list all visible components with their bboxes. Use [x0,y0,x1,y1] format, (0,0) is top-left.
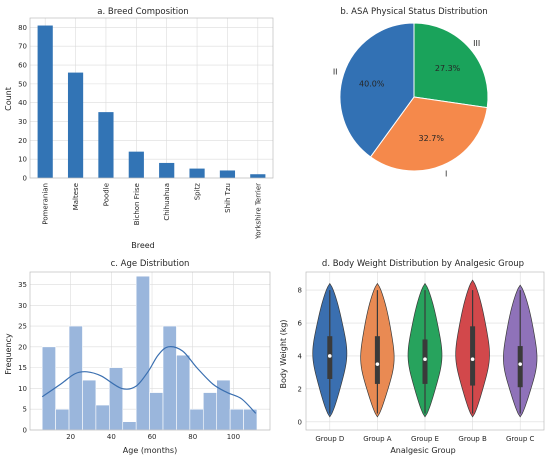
pie-slice [413,22,489,109]
histogram-bar [149,392,164,431]
x-axis-label: Age (months) [123,446,177,455]
histogram-bar [122,421,137,431]
y-tick-label: 15 [18,364,27,372]
histogram-bar [82,379,97,431]
y-tick-label: 10 [18,156,27,164]
histogram-bar [68,325,83,431]
x-axis-label: Analgesic Group [390,446,455,455]
bar [159,162,175,178]
x-tick-label: Shih Tzu [224,183,232,213]
y-tick-label: 2 [298,385,302,393]
histogram-bar [95,404,110,431]
y-tick-label: 40 [18,99,27,107]
y-tick-label: 0 [23,427,27,435]
x-tick-label: Pomeranian [42,183,50,225]
y-tick-label: 80 [18,24,27,32]
y-tick-label: 35 [18,281,27,289]
bar [67,72,84,178]
histogram-bar [55,408,70,431]
x-tick-label: Group E [411,435,439,443]
y-axis-label: Frequency [4,333,13,375]
iqr-box [374,336,380,384]
plot-frame [29,17,274,179]
iqr-box [470,326,476,386]
pie-slice [339,22,415,158]
y-tick-label: 30 [18,302,27,310]
x-tick-label: Group C [506,435,535,443]
median-dot [470,357,475,362]
x-tick-label: 20 [66,433,75,441]
slice-value-label: 32.7% [419,134,445,143]
y-tick-label: 25 [18,323,27,331]
histogram-bar [189,408,204,431]
x-tick-label: Group A [363,435,392,443]
chart-title: a. Breed Composition [97,7,188,17]
bar [37,25,53,178]
median-dot [518,362,522,366]
breed-composition-chart: a. Breed Composition Count Breed 0 10 20 30… [4,7,274,250]
pie-slice [369,96,488,172]
bar [128,151,144,178]
x-tick-label: 60 [148,433,157,441]
bar [219,170,236,178]
median-dot [423,357,427,362]
slice-label: II [333,67,338,76]
y-tick-label: 60 [18,62,27,70]
x-tick-label: Chihuahua [163,183,171,221]
x-tick-label: Spitz [194,183,202,201]
x-tick-label: 40 [107,433,116,441]
x-tick-label: Group D [315,435,344,443]
x-tick-label: Poodle [102,183,110,206]
histogram-bar [162,325,177,431]
body-weight-violin-chart: d. Body Weight Distribution by Analgesic… [279,259,545,455]
iqr-box [517,346,523,388]
y-tick-label: 0 [298,418,302,426]
slice-value-label: 27.3% [435,64,461,73]
histogram-bar [109,367,124,431]
slice-label: III [473,39,480,48]
y-tick-label: 10 [18,385,27,393]
median-dot [328,354,332,358]
y-tick-label: 20 [18,137,27,145]
x-tick-label: Bichon Frise [133,183,141,225]
y-tick-label: 70 [18,43,27,51]
plot-frame [305,271,545,431]
iqr-box [422,339,428,384]
y-tick-label: 0 [23,175,27,183]
y-tick-label: 30 [18,118,27,126]
median-dot [375,362,380,366]
chart-title: b. ASA Physical Status Distribution [340,7,487,17]
y-tick-label: 6 [298,320,303,328]
asa-status-pie-chart: b. ASA Physical Status Distribution 27.3… [333,7,489,178]
y-axis-label: Count [4,87,13,111]
bar [250,174,266,178]
histogram-bar [135,275,150,431]
histogram-bar [202,392,218,431]
y-tick-label: 5 [23,406,27,414]
y-tick-label: 4 [298,352,303,360]
x-axis-label: Breed [131,241,155,250]
x-tick-label: Yorkshire Terrier [254,183,262,240]
bar [98,112,114,178]
age-distribution-chart: c. Age Distribution Frequency Age (month… [4,259,271,455]
bar [189,168,205,178]
chart-title: d. Body Weight Distribution by Analgesic… [322,259,524,269]
y-tick-label: 50 [18,80,27,88]
kde-line [41,346,257,414]
histogram-bar [176,354,191,431]
x-tick-label: Maltese [72,183,80,210]
x-tick-label: 80 [188,433,197,441]
slice-value-label: 40.0% [359,79,385,88]
slice-label: I [445,169,447,178]
plot-frame [29,271,271,431]
y-tick-label: 20 [18,343,27,351]
y-axis-label: Body Weight (kg) [279,319,288,388]
y-tick-label: 8 [298,287,302,295]
chart-title: c. Age Distribution [111,259,190,269]
x-tick-label: 100 [227,433,240,441]
x-tick-label: Group B [458,435,487,443]
histogram-bar [229,408,244,431]
